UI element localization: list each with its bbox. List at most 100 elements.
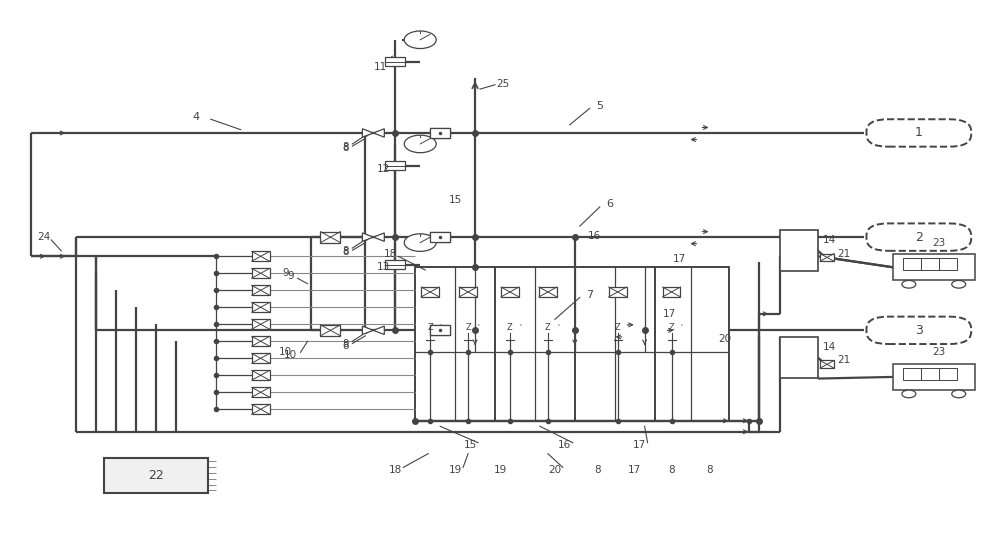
FancyBboxPatch shape bbox=[866, 119, 971, 147]
Bar bbox=[780, 230, 818, 272]
Bar bbox=[430, 326, 450, 335]
Text: 10: 10 bbox=[279, 347, 292, 357]
Text: 8: 8 bbox=[706, 465, 713, 475]
Text: 8: 8 bbox=[342, 143, 349, 153]
Text: Z: Z bbox=[465, 323, 471, 332]
Text: 2: 2 bbox=[915, 231, 923, 244]
Bar bbox=[252, 336, 270, 346]
Text: Z: Z bbox=[427, 323, 433, 332]
Bar bbox=[893, 364, 975, 390]
Text: 6: 6 bbox=[606, 199, 613, 209]
Polygon shape bbox=[373, 233, 384, 241]
Bar bbox=[575, 267, 655, 421]
Text: 19: 19 bbox=[493, 465, 507, 475]
Bar bbox=[421, 287, 439, 297]
Text: 11: 11 bbox=[374, 62, 387, 72]
Text: 16: 16 bbox=[558, 440, 571, 451]
Bar bbox=[921, 368, 939, 380]
Text: 17: 17 bbox=[633, 440, 646, 451]
Text: 8: 8 bbox=[668, 465, 675, 475]
Text: 21: 21 bbox=[837, 355, 851, 365]
Text: 1: 1 bbox=[915, 127, 923, 139]
Text: 7: 7 bbox=[586, 290, 593, 300]
Bar bbox=[252, 320, 270, 329]
Text: 18: 18 bbox=[384, 249, 397, 258]
Bar bbox=[430, 326, 450, 335]
Text: ': ' bbox=[681, 323, 682, 329]
Bar bbox=[539, 287, 557, 297]
Text: ': ' bbox=[439, 323, 441, 329]
Bar bbox=[385, 57, 405, 66]
Bar bbox=[459, 287, 477, 297]
Text: 8: 8 bbox=[342, 247, 349, 257]
Text: 4: 4 bbox=[192, 111, 199, 122]
Text: ': ' bbox=[477, 323, 479, 329]
Text: 22: 22 bbox=[148, 469, 164, 482]
Bar bbox=[780, 337, 818, 379]
Bar bbox=[903, 258, 921, 270]
Bar bbox=[252, 353, 270, 363]
Text: 24: 24 bbox=[38, 232, 51, 242]
Text: 9: 9 bbox=[287, 271, 294, 280]
Text: 8: 8 bbox=[342, 246, 348, 256]
Text: 18: 18 bbox=[389, 465, 402, 475]
Bar bbox=[495, 267, 575, 421]
Text: 17: 17 bbox=[628, 465, 641, 475]
Bar bbox=[501, 287, 519, 297]
Text: 8: 8 bbox=[342, 142, 348, 152]
Bar bbox=[921, 258, 939, 270]
Bar bbox=[903, 368, 921, 380]
Polygon shape bbox=[362, 129, 373, 137]
Text: 25: 25 bbox=[496, 79, 510, 89]
Circle shape bbox=[902, 390, 916, 398]
Text: 9: 9 bbox=[282, 268, 289, 278]
Bar bbox=[430, 232, 450, 242]
Bar bbox=[252, 404, 270, 414]
Text: 5: 5 bbox=[596, 100, 603, 111]
Bar bbox=[252, 370, 270, 380]
Polygon shape bbox=[362, 233, 373, 241]
Text: 14: 14 bbox=[822, 235, 836, 245]
Text: 8: 8 bbox=[342, 339, 348, 349]
Text: Z: Z bbox=[545, 323, 551, 332]
Polygon shape bbox=[373, 129, 384, 137]
Bar bbox=[820, 360, 834, 368]
Text: 17: 17 bbox=[673, 254, 686, 264]
Text: 15: 15 bbox=[463, 440, 477, 451]
Circle shape bbox=[902, 280, 916, 288]
Text: ': ' bbox=[557, 323, 559, 329]
Text: Z: Z bbox=[669, 323, 674, 332]
Text: 13: 13 bbox=[377, 262, 390, 272]
Text: 20: 20 bbox=[548, 465, 561, 475]
Bar bbox=[385, 161, 405, 170]
Bar bbox=[320, 231, 340, 242]
Bar bbox=[252, 302, 270, 312]
Text: 19: 19 bbox=[448, 465, 462, 475]
Bar bbox=[430, 128, 450, 138]
Bar bbox=[893, 254, 975, 280]
Circle shape bbox=[404, 234, 436, 251]
FancyBboxPatch shape bbox=[866, 223, 971, 251]
Bar bbox=[252, 387, 270, 397]
Bar bbox=[609, 287, 627, 297]
Polygon shape bbox=[373, 326, 384, 334]
Bar bbox=[385, 260, 405, 269]
Text: 12: 12 bbox=[377, 164, 390, 174]
Text: 20: 20 bbox=[718, 333, 731, 343]
Bar bbox=[663, 287, 680, 297]
Bar bbox=[430, 128, 450, 138]
Bar bbox=[415, 267, 495, 421]
Circle shape bbox=[952, 280, 966, 288]
Bar bbox=[655, 267, 729, 421]
Bar bbox=[252, 285, 270, 295]
Text: 8: 8 bbox=[342, 341, 349, 350]
Circle shape bbox=[404, 135, 436, 153]
Text: Z: Z bbox=[615, 323, 621, 332]
Text: Z: Z bbox=[507, 323, 513, 332]
Bar bbox=[252, 268, 270, 278]
Text: 8: 8 bbox=[594, 465, 601, 475]
Text: 16: 16 bbox=[588, 231, 601, 241]
Bar bbox=[252, 251, 270, 261]
Circle shape bbox=[952, 390, 966, 398]
Text: 17: 17 bbox=[663, 309, 676, 319]
